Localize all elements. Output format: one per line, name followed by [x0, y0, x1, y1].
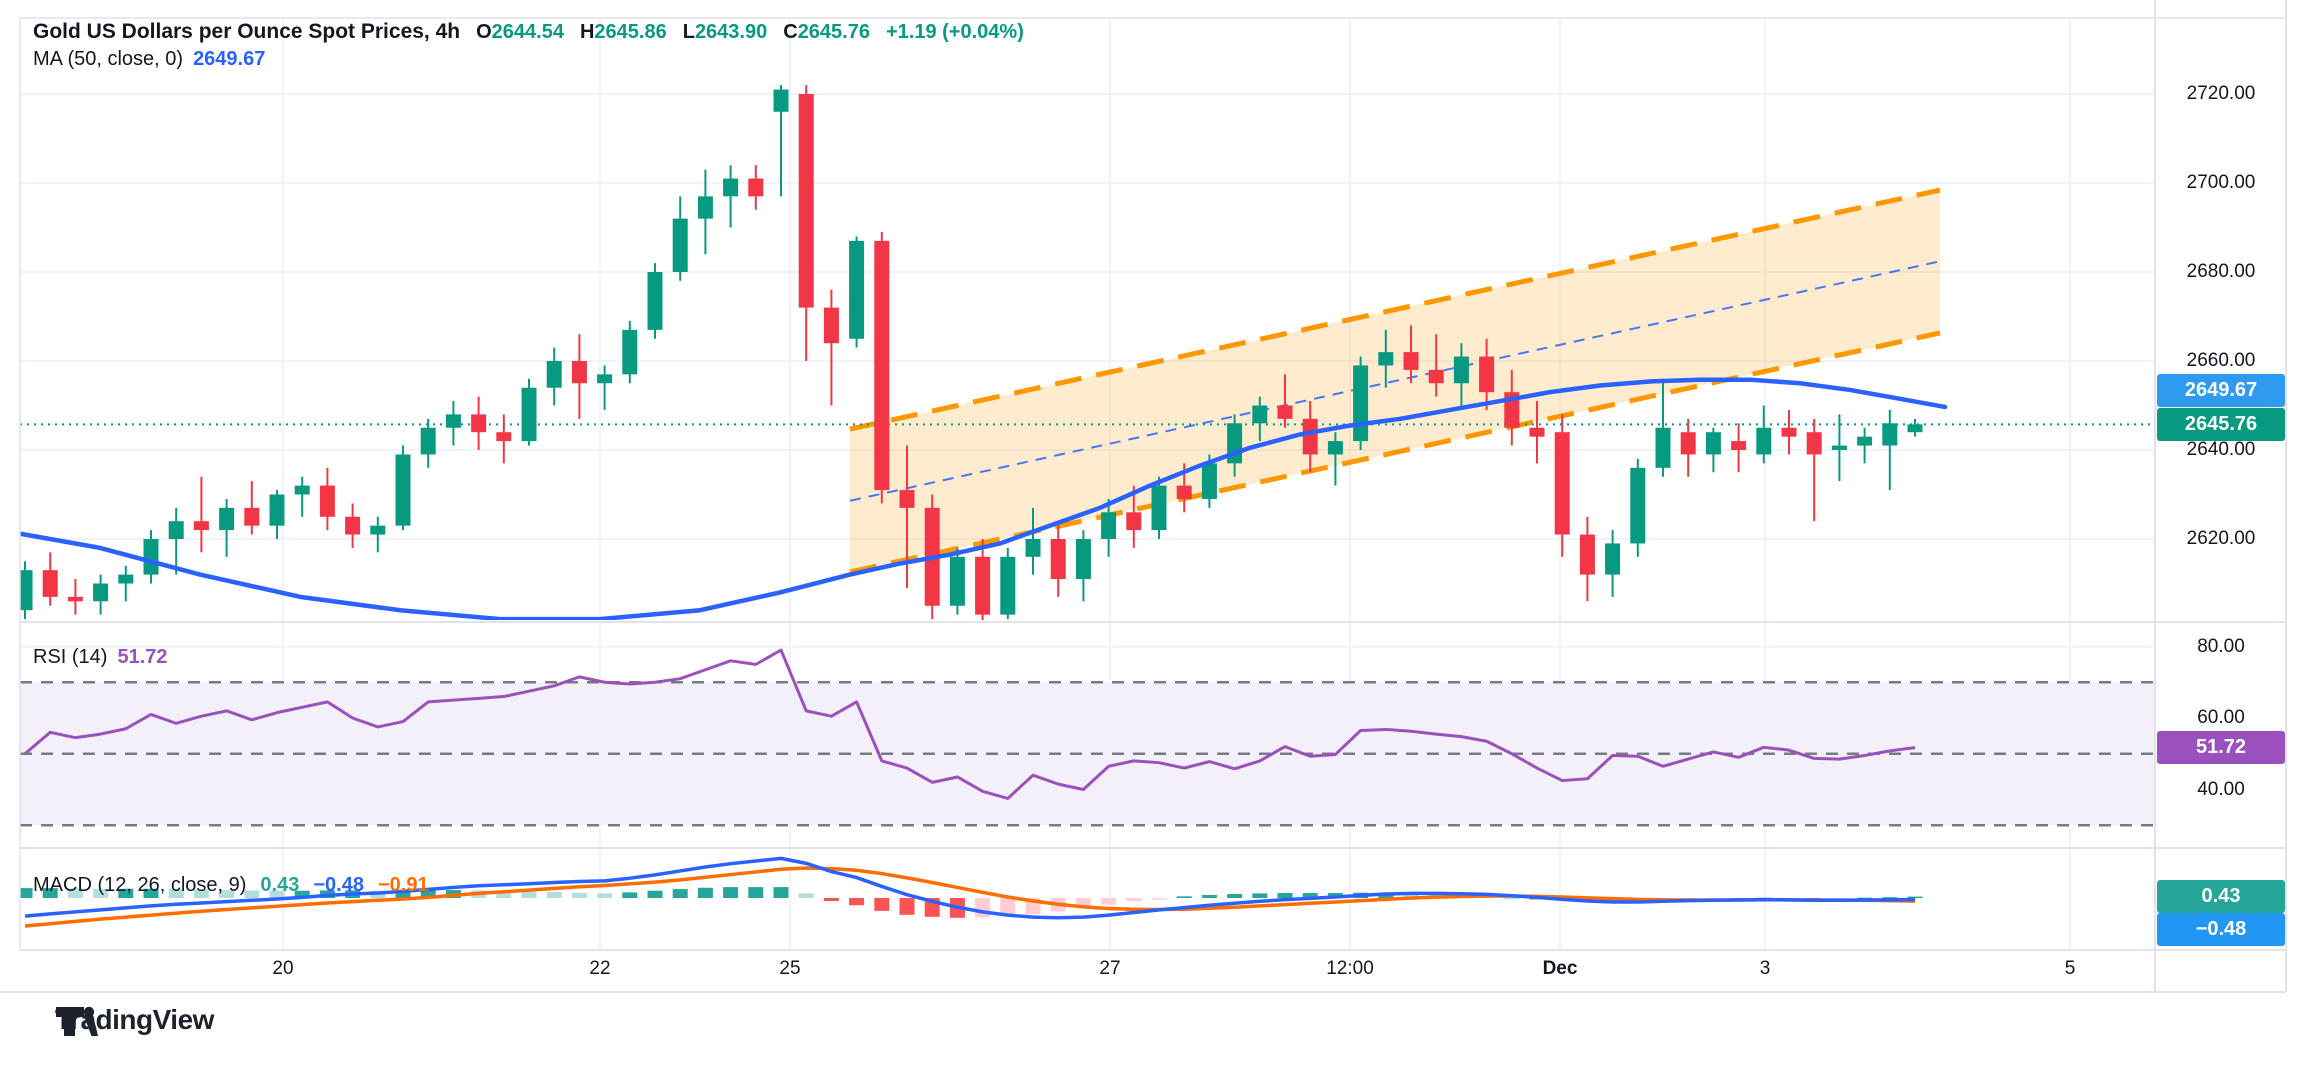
ma-price-badge: 2649.67 — [2157, 374, 2285, 407]
rsi-value-badge: 51.72 — [2157, 731, 2285, 764]
panel-separators — [0, 0, 2287, 993]
macd-line — [24, 856, 1916, 920]
macd-histogram — [20, 887, 1923, 918]
macd-hist-value: 0.43 — [260, 874, 300, 896]
ma-label: MA (50, close, 0) — [33, 48, 184, 70]
rsi-line[interactable] — [24, 648, 1916, 800]
ohlc-close: C2645.76 — [783, 21, 870, 43]
price-tick-label: 2700.00 — [2186, 172, 2256, 193]
price-scale[interactable]: 2720.00 2700.00 2680.00 2660.00 2640.00 2620.… — [2155, 0, 2304, 950]
macd-signal-line — [24, 866, 1916, 928]
time-tick-label: 27 — [1099, 958, 1121, 979]
ohlc-high: H2645.86 — [579, 21, 667, 43]
macd-line-value: −0.48 — [313, 874, 364, 896]
time-tick-label: 25 — [779, 958, 801, 979]
price-change: +1.19 (+0.04%) — [885, 21, 1024, 43]
price-tick-label: 80.00 — [2197, 635, 2245, 657]
time-tick-label: 3 — [1759, 958, 1771, 979]
ohlc-open: O2644.54 — [476, 21, 564, 43]
macd-signal-value: −0.91 — [377, 874, 429, 896]
rsi-label: RSI (14) — [33, 646, 108, 668]
ma-value: 2649.67 — [193, 48, 266, 70]
ohlc-low: L2643.90 — [682, 21, 768, 43]
time-tick-label: 5 — [2064, 958, 2076, 979]
tradingview-logo[interactable]: TradingView — [55, 1004, 214, 1036]
price-tick-label: 2620.00 — [2186, 528, 2256, 549]
time-tick-label: Dec — [1542, 958, 1578, 979]
price-tick-label: 2640.00 — [2186, 439, 2256, 460]
time-tick-label: 12:00 — [1326, 958, 1374, 979]
macd-hist-badge: 0.43 — [2157, 880, 2285, 913]
price-tick-label: 2720.00 — [2186, 83, 2256, 104]
price-tick-label: 2660.00 — [2186, 350, 2256, 371]
ma50-line[interactable] — [0, 377, 1948, 620]
tradingview-logo-icon — [56, 1006, 98, 1036]
price-tick-label: 40.00 — [2197, 778, 2245, 800]
symbol-title: Gold US Dollars per Ounce Spot Prices, 4… — [33, 20, 461, 43]
time-tick-label: 20 — [272, 958, 294, 979]
macd-line-badge: −0.48 — [2157, 913, 2285, 946]
price-tick-label: 2680.00 — [2186, 261, 2256, 282]
price-tick-label: 60.00 — [2197, 707, 2245, 728]
rsi-legend[interactable]: RSI (14) 51.72 — [33, 646, 168, 669]
candlestick-series — [20, 85, 1923, 620]
symbol-legend[interactable]: Gold US Dollars per Ounce Spot Prices, 4… — [33, 20, 1024, 44]
time-scale[interactable]: 20 22 25 27 12:00 Dec 3 5 — [0, 950, 2304, 992]
rsi-value: 51.72 — [117, 646, 168, 668]
macd-legend[interactable]: MACD (12, 26, close, 9) 0.43 −0.48 −0.91 — [33, 874, 429, 897]
ma-legend[interactable]: MA (50, close, 0) 2649.67 — [33, 48, 265, 71]
time-tick-label: 22 — [589, 958, 611, 979]
macd-label: MACD (12, 26, close, 9) — [33, 874, 247, 896]
last-price-badge: 2645.76 — [2157, 408, 2285, 441]
